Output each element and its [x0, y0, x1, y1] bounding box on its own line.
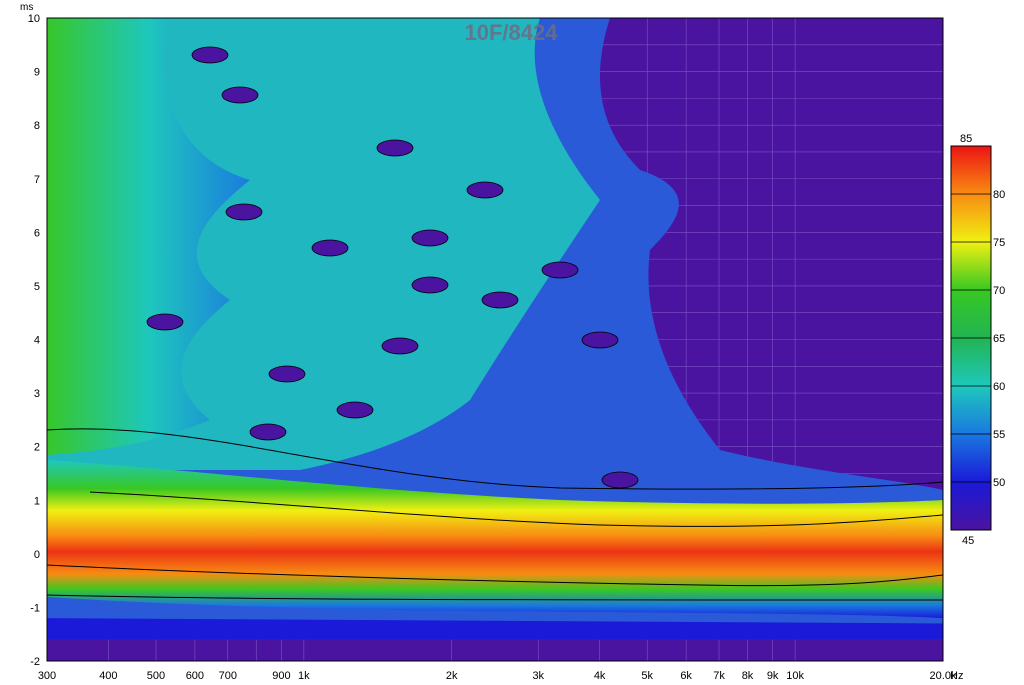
contour-line: [47, 564, 943, 587]
x-tick-label: 400: [99, 670, 117, 682]
surface-dip: [541, 261, 579, 279]
contour-line: [89, 491, 943, 527]
decay-surface: [47, 18, 943, 640]
x-tick-label: 1k: [298, 670, 310, 682]
colorbar-tick-label: 70: [993, 285, 1005, 297]
surface-dip: [336, 401, 374, 419]
contour-line: [47, 428, 943, 490]
x-tick-label: 7k: [713, 670, 725, 682]
colorbar-tick-label: 50: [993, 477, 1005, 489]
x-tick-label: 10k: [786, 670, 804, 682]
x-tick-label: 3k: [532, 670, 544, 682]
y-tick-label: -2: [30, 656, 40, 668]
x-tick-label: 2k: [446, 670, 458, 682]
chart-title: 10F/8424: [465, 20, 559, 45]
colorbar-tick-label: 85: [960, 133, 972, 145]
surface-dip: [249, 423, 287, 441]
colorbar-tick-label: 65: [993, 333, 1005, 345]
y-tick-label: 4: [34, 335, 40, 347]
x-tick-label: 8k: [742, 670, 754, 682]
colorbar-tick-label: 75: [993, 237, 1005, 249]
surface-left-region: [47, 18, 250, 455]
surface-dip: [581, 331, 619, 349]
colorbar-tick-label: 45: [962, 535, 974, 547]
plot-border: [46, 17, 944, 662]
surface-dip: [376, 139, 414, 157]
surface-dip: [221, 86, 259, 104]
colorbar-tick-label: 60: [993, 381, 1005, 393]
y-tick-label: 2: [34, 442, 40, 454]
x-axis-unit-label: Hz: [950, 670, 963, 682]
surface-dip: [481, 291, 519, 309]
x-tick-label: 500: [147, 670, 165, 682]
x-tick-label: 6k: [680, 670, 692, 682]
y-tick-label: 8: [34, 120, 40, 132]
surface-dip: [601, 471, 639, 489]
y-tick-label: 5: [34, 281, 40, 293]
y-tick-label: 0: [34, 549, 40, 561]
y-tick-label: 9: [34, 67, 40, 79]
surface-dip: [411, 229, 449, 247]
x-tick-label: 5k: [641, 670, 653, 682]
surface-main-ridge: [47, 460, 943, 619]
y-tick-label: 1: [34, 495, 40, 507]
y-tick-label: 10: [28, 13, 40, 25]
surface-dip: [191, 46, 229, 64]
surface-ridge-tail: [47, 618, 943, 640]
x-axis-ticks: 300 400 500 600 700 900 1k 2k 3k 4k 5k 6k 7k 8k 9k 10k 2…: [38, 670, 957, 682]
y-tick-label: 6: [34, 227, 40, 239]
surface-dip: [146, 313, 184, 331]
y-tick-label: 7: [34, 174, 40, 186]
surface-dip: [311, 239, 349, 257]
x-tick-label: 9k: [767, 670, 779, 682]
x-tick-label: 20.0k: [930, 670, 957, 682]
contour-line: [47, 594, 943, 601]
surface-dip: [268, 365, 306, 383]
x-tick-label: 700: [219, 670, 237, 682]
x-tick-label: 900: [272, 670, 290, 682]
surface-dip: [381, 337, 419, 355]
y-axis-ticks: -2 -1 0 1 2 3 4 5 6 7 8 9 10: [28, 13, 40, 668]
x-tick-label: 4k: [594, 670, 606, 682]
x-tick-label: 300: [38, 670, 56, 682]
surface-dip: [225, 203, 263, 221]
colorbar-tick-label: 55: [993, 429, 1005, 441]
y-tick-label: 3: [34, 388, 40, 400]
y-axis-unit-label: ms: [20, 2, 33, 13]
x-tick-label: 600: [186, 670, 204, 682]
colorbar-legend: 45 50 55 60 65 70 75 80 85: [950, 133, 1005, 547]
surface-dip: [411, 276, 449, 294]
y-tick-label: -1: [30, 602, 40, 614]
colorbar-tick-label: 80: [993, 189, 1005, 201]
surface-dip: [466, 181, 504, 199]
